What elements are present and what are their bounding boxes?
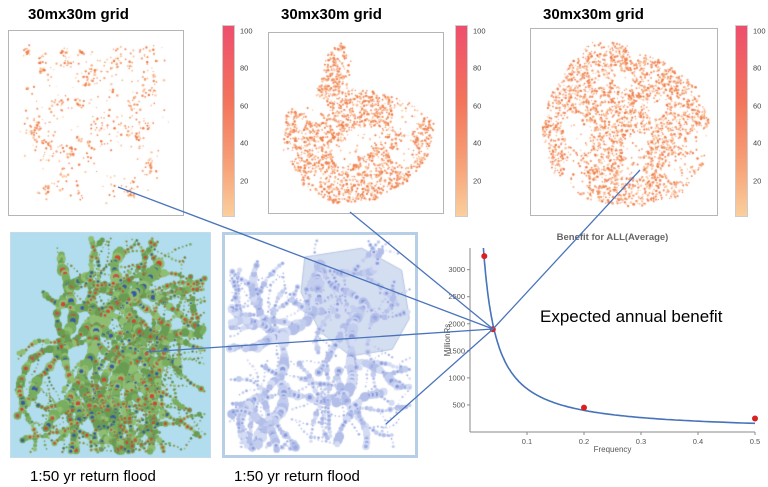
grid-panel-2-label: 30mx30m grid bbox=[281, 6, 382, 23]
data-point bbox=[752, 415, 758, 422]
colorbar-tick-label: 40 bbox=[473, 138, 482, 148]
density-map-1-canvas bbox=[9, 31, 183, 215]
y-tick-label: 3000 bbox=[448, 265, 465, 274]
x-tick-label: 0.1 bbox=[522, 437, 532, 446]
colorbar-tick-label: 60 bbox=[240, 100, 249, 110]
y-tick-label: 500 bbox=[452, 400, 465, 409]
colorbar-tick-label: 100 bbox=[240, 26, 253, 35]
x-axis-label: Frequency bbox=[594, 445, 632, 454]
flood-map-1-label: 1:50 yr return flood bbox=[30, 468, 156, 485]
colorbar-3-gradient bbox=[735, 25, 748, 217]
flood-map-1 bbox=[10, 232, 211, 458]
x-tick-label: 0.4 bbox=[693, 437, 703, 446]
chart-title: Benefit for ALL(Average) bbox=[557, 232, 669, 243]
colorbar-tick-label: 80 bbox=[473, 63, 482, 73]
flood-map-2 bbox=[222, 232, 418, 458]
colorbar-tick-label: 80 bbox=[753, 63, 762, 73]
y-tick-label: 1000 bbox=[448, 373, 465, 382]
colorbar-2: 100 80 60 40 20 bbox=[455, 25, 495, 217]
colorbar-tick-label: 20 bbox=[240, 175, 249, 185]
x-tick-label: 0.5 bbox=[750, 437, 760, 446]
flood-map-2-label: 1:50 yr return flood bbox=[234, 468, 360, 485]
data-point bbox=[489, 326, 496, 333]
flood-map-2-canvas bbox=[225, 235, 415, 455]
colorbar-1-gradient bbox=[222, 25, 235, 217]
colorbar-tick-label: 60 bbox=[753, 100, 762, 110]
colorbar-tick-label: 80 bbox=[240, 63, 249, 73]
colorbar-2-gradient bbox=[455, 25, 468, 217]
x-tick-label: 0.3 bbox=[636, 437, 646, 446]
colorbar-tick-label: 20 bbox=[753, 175, 762, 185]
colorbar-tick-label: 60 bbox=[473, 100, 482, 110]
benefit-curve bbox=[482, 247, 756, 425]
benefit-chart: 0.1 0.2 0.3 0.4 0.550010001500200025003000Be… bbox=[443, 232, 760, 454]
expected-annual-benefit-label: Expected annual benefit bbox=[540, 307, 723, 326]
density-map-2-canvas bbox=[269, 33, 443, 213]
density-map-2 bbox=[268, 32, 444, 214]
density-map-3 bbox=[530, 28, 718, 216]
grid-panel-1-label: 30mx30m grid bbox=[28, 6, 129, 23]
grid-panel-3-label: 30mx30m grid bbox=[543, 6, 644, 23]
colorbar-1: 100 80 60 40 20 bbox=[222, 25, 262, 217]
data-point bbox=[581, 404, 587, 411]
colorbar-tick-label: 20 bbox=[473, 175, 482, 185]
colorbar-tick-label: 40 bbox=[240, 138, 249, 148]
colorbar-3: 100 80 60 40 20 bbox=[735, 25, 768, 217]
colorbar-tick-label: 100 bbox=[473, 26, 486, 35]
colorbar-tick-label: 40 bbox=[753, 138, 762, 148]
density-map-1 bbox=[8, 30, 184, 216]
y-axis-label: MillionRs bbox=[443, 324, 452, 356]
density-map-3-canvas bbox=[531, 29, 717, 215]
y-tick-label: 2500 bbox=[448, 292, 465, 301]
flood-map-1-canvas bbox=[11, 233, 210, 457]
colorbar-tick-label: 100 bbox=[753, 26, 766, 35]
data-point bbox=[481, 253, 488, 260]
x-tick-label: 0.2 bbox=[579, 437, 589, 446]
